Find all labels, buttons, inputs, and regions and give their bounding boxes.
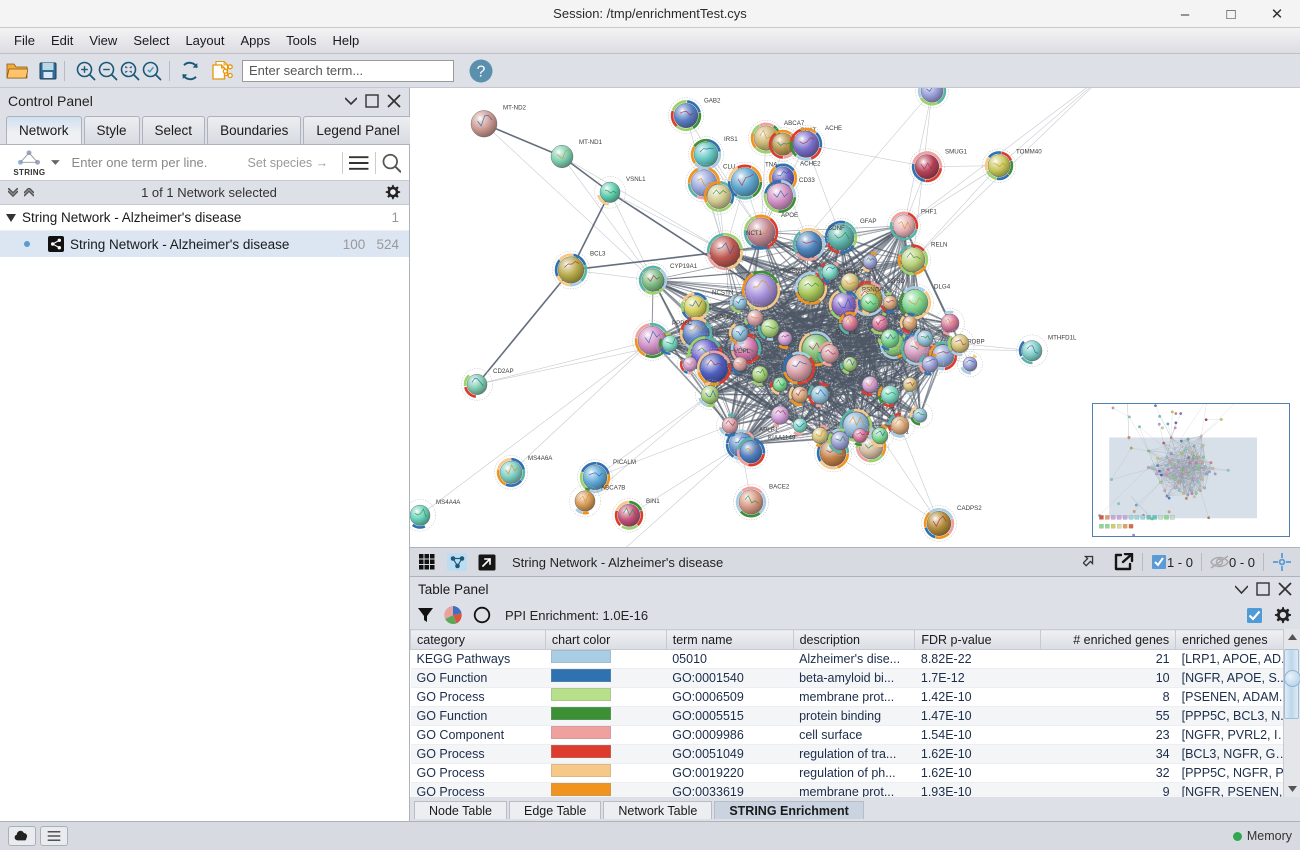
svg-text:KIAA1149: KIAA1149 bbox=[768, 435, 796, 442]
svg-text:PHF1: PHF1 bbox=[921, 209, 937, 216]
svg-text:PICALM: PICALM bbox=[613, 459, 636, 466]
svg-text:NCSTN: NCSTN bbox=[712, 289, 733, 296]
svg-text:APLP2: APLP2 bbox=[715, 314, 735, 321]
svg-text:PSEN1: PSEN1 bbox=[783, 268, 804, 275]
svg-text:MT-ND2: MT-ND2 bbox=[503, 104, 527, 111]
svg-text:MTHFD1L: MTHFD1L bbox=[1048, 334, 1077, 341]
svg-text:BIN1: BIN1 bbox=[646, 498, 660, 505]
svg-text:ABCA7: ABCA7 bbox=[784, 120, 805, 127]
svg-text:MS4A6A: MS4A6A bbox=[528, 455, 553, 462]
svg-text:MT-ND1: MT-ND1 bbox=[579, 139, 603, 146]
svg-text:CADPS2: CADPS2 bbox=[957, 505, 982, 512]
svg-text:ACHE: ACHE bbox=[825, 125, 842, 132]
svg-text:EPHA1: EPHA1 bbox=[875, 406, 896, 413]
svg-text:SMUG1: SMUG1 bbox=[945, 148, 967, 155]
svg-text:CTSD: CTSD bbox=[888, 278, 905, 285]
svg-text:RELN: RELN bbox=[931, 241, 947, 248]
svg-text:CD2AP: CD2AP bbox=[493, 368, 514, 375]
svg-text:CYP19A1: CYP19A1 bbox=[670, 263, 698, 270]
svg-text:BACE2: BACE2 bbox=[769, 484, 790, 491]
svg-text:APLP1: APLP1 bbox=[759, 426, 779, 433]
svg-text:PSNCA: PSNCA bbox=[862, 286, 884, 293]
svg-text:NCT1: NCT1 bbox=[746, 230, 763, 237]
svg-text:IRS1: IRS1 bbox=[724, 136, 738, 143]
svg-text:TOMM40: TOMM40 bbox=[1016, 148, 1042, 155]
svg-text:GAB2: GAB2 bbox=[704, 97, 721, 104]
svg-text:DLG4: DLG4 bbox=[934, 283, 951, 290]
svg-text:MS4A4A: MS4A4A bbox=[436, 499, 461, 506]
svg-text:APOE: APOE bbox=[781, 212, 798, 219]
svg-text:SDNF: SDNF bbox=[828, 225, 845, 232]
svg-text:VSNL1: VSNL1 bbox=[626, 176, 646, 183]
svg-text:?: ? bbox=[477, 63, 486, 80]
svg-text:BCL3: BCL3 bbox=[590, 251, 606, 258]
svg-text:ACHE2: ACHE2 bbox=[800, 161, 821, 168]
svg-text:CD33: CD33 bbox=[799, 177, 815, 184]
svg-text:PPP5C: PPP5C bbox=[672, 320, 693, 327]
svg-text:ABCA7B: ABCA7B bbox=[601, 485, 625, 492]
svg-text:GFAP: GFAP bbox=[860, 218, 876, 225]
svg-text:TNA: TNA bbox=[765, 162, 778, 169]
